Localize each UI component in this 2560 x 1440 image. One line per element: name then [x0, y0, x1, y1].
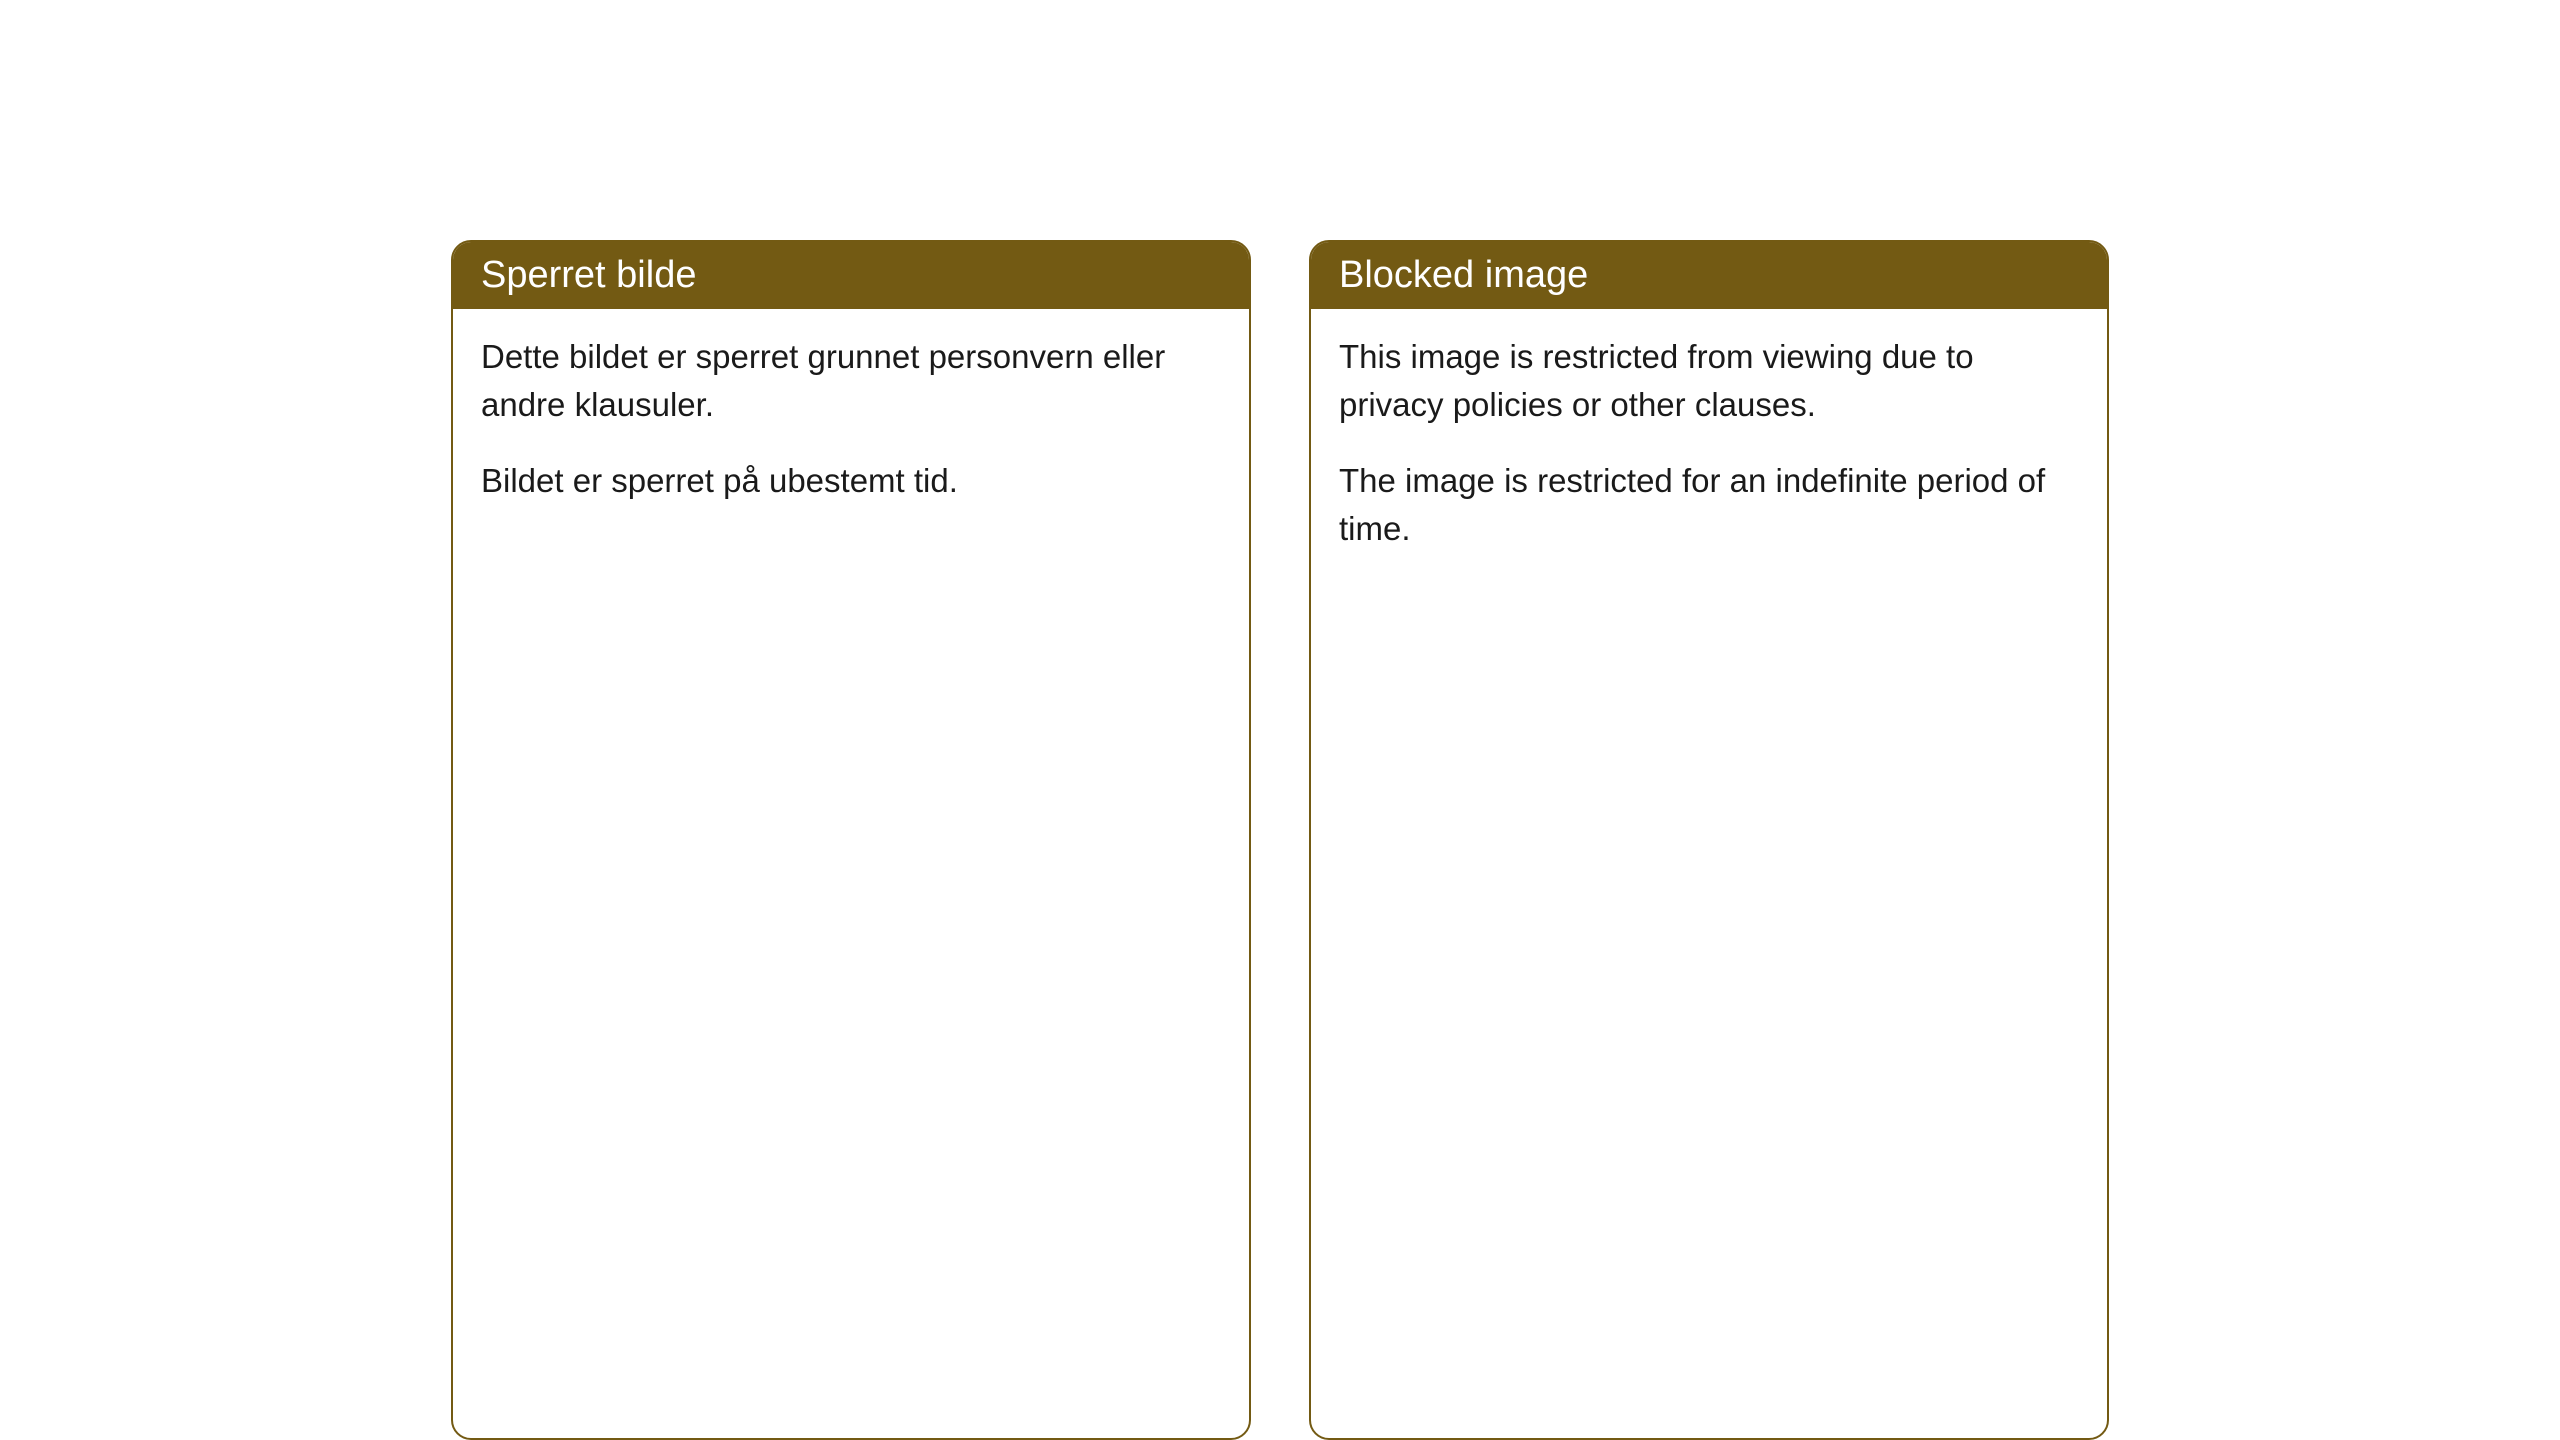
card-body-en: This image is restricted from viewing du… — [1311, 309, 2107, 584]
cards-container: Sperret bilde Dette bildet er sperret gr… — [451, 240, 2109, 1440]
blocked-image-card-en: Blocked image This image is restricted f… — [1309, 240, 2109, 1440]
card-paragraph: This image is restricted from viewing du… — [1339, 333, 2079, 429]
card-paragraph: Dette bildet er sperret grunnet personve… — [481, 333, 1221, 429]
card-body-no: Dette bildet er sperret grunnet personve… — [453, 309, 1249, 537]
card-header-no: Sperret bilde — [453, 242, 1249, 309]
card-paragraph: The image is restricted for an indefinit… — [1339, 457, 2079, 553]
card-header-en: Blocked image — [1311, 242, 2107, 309]
blocked-image-card-no: Sperret bilde Dette bildet er sperret gr… — [451, 240, 1251, 1440]
card-paragraph: Bildet er sperret på ubestemt tid. — [481, 457, 1221, 505]
